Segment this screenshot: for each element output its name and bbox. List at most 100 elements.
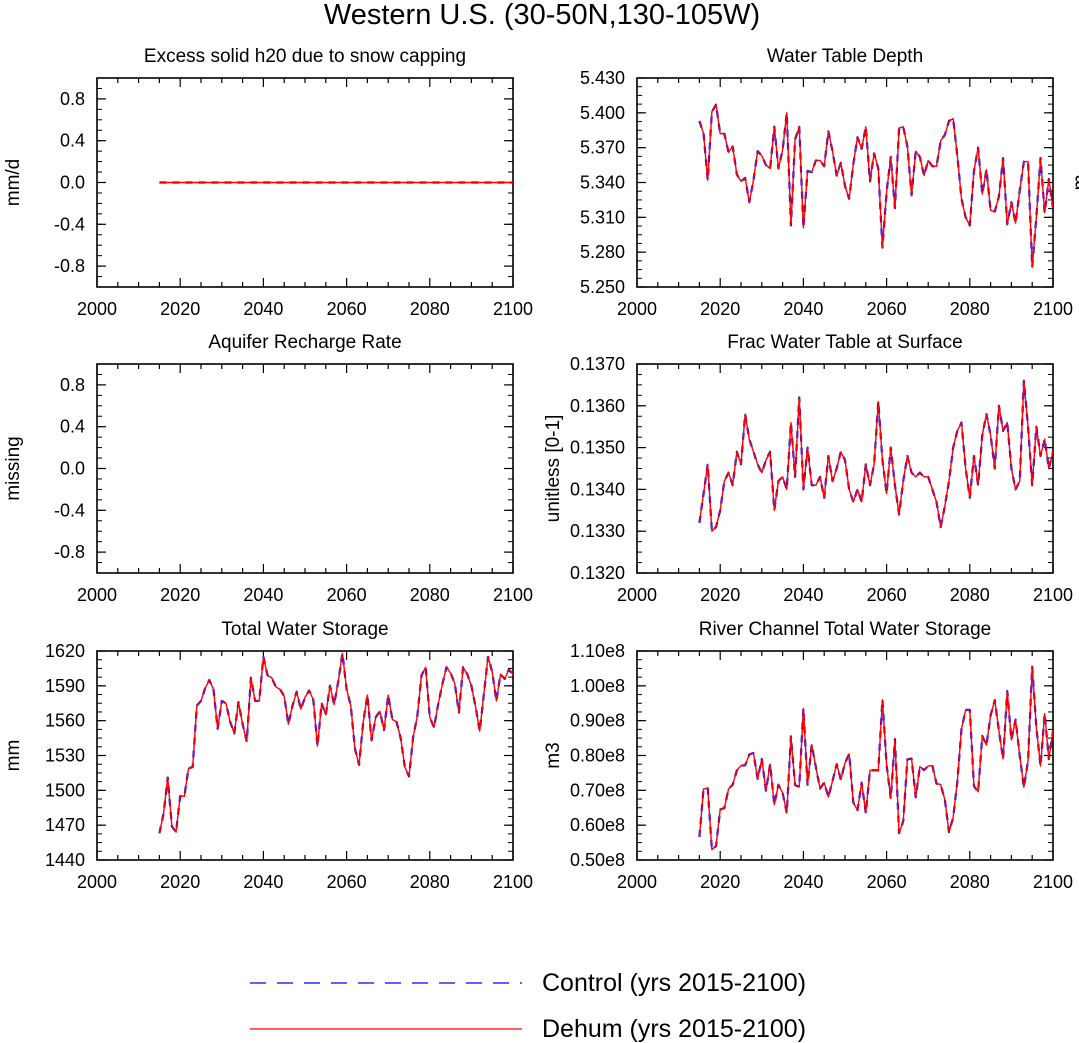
y-tick-label: 0.80e8 [570, 746, 625, 766]
y-tick-label: 0.8 [60, 89, 85, 109]
x-tick-label: 2000 [77, 299, 117, 319]
y-tick-label: 5.370 [580, 138, 625, 158]
y-tick-label: -0.8 [54, 542, 85, 562]
panel-3: Aquifer Recharge Rate 2000 2020 2040 2060 208… [3, 332, 533, 605]
x-tick-label: 2000 [617, 585, 657, 605]
panel-title: Aquifer Recharge Rate [208, 332, 401, 353]
x-tick-label: 2040 [243, 585, 283, 605]
x-tick-label: 2060 [327, 872, 367, 892]
y-tick-label: 1560 [45, 711, 85, 731]
y-tick-label: 1500 [45, 780, 85, 800]
y-tick-label: 0.1350 [570, 438, 625, 458]
x-tick-label: 2080 [950, 585, 990, 605]
y-tick-label: 0.70e8 [570, 780, 625, 800]
y-tick-label: 5.400 [580, 103, 625, 123]
panel-title: River Channel Total Water Storage [699, 619, 992, 640]
panel-5: Total Water Storage 2000 2020 2040 2060 2080 2… [3, 619, 533, 892]
y-tick-label: -0.8 [54, 256, 85, 276]
plot-frame [96, 363, 514, 574]
x-tick-label: 2020 [160, 585, 200, 605]
x-tick-label: 2080 [950, 872, 990, 892]
y-tick-label: 0.60e8 [570, 815, 625, 835]
x-tick-label: 2000 [617, 872, 657, 892]
y-tick-label: 0.4 [60, 417, 85, 437]
x-tick-label: 2000 [617, 299, 657, 319]
y-tick-label: 0.1320 [570, 563, 625, 583]
y-tick-label: 0.90e8 [570, 711, 625, 731]
y-tick-label: 0.50e8 [570, 850, 625, 870]
control-series-line [698, 665, 1053, 851]
y-tick-label: 0.0 [60, 459, 85, 479]
y-axis-label: mm/d [3, 159, 24, 207]
x-tick-label: 2060 [327, 299, 367, 319]
panel-title: Total Water Storage [221, 619, 388, 640]
y-tick-label: 1440 [45, 850, 85, 870]
y-axis-label: m3 [543, 742, 564, 768]
panel-title: Water Table Depth [767, 46, 923, 67]
y-axis-label: mm [3, 740, 24, 772]
x-tick-label: 2100 [1033, 585, 1073, 605]
legend-dehum-label: Dehum (yrs 2015-2100) [542, 1015, 806, 1043]
y-tick-label: 0.4 [60, 131, 85, 151]
x-tick-label: 2080 [950, 299, 990, 319]
panel-4: Frac Water Table at Surface 2000 2020 2040 2… [543, 332, 1073, 605]
x-tick-label: 2100 [493, 585, 533, 605]
panel-title: Excess solid h20 due to snow capping [144, 46, 466, 67]
panel-2: Water Table Depth 2000 2020 2040 2060 2080 210… [580, 46, 1079, 319]
x-tick-label: 2020 [160, 872, 200, 892]
y-axis-label: missing [3, 436, 24, 500]
panel-title: Frac Water Table at Surface [727, 332, 963, 353]
y-tick-label: 5.310 [580, 207, 625, 227]
dehum-series-line [158, 652, 513, 834]
control-series-line [698, 379, 1053, 533]
y-tick-label: 5.430 [580, 68, 625, 88]
x-tick-label: 2100 [493, 872, 533, 892]
y-tick-label: 1.10e8 [570, 641, 625, 661]
x-tick-label: 2000 [77, 872, 117, 892]
y-tick-label: 1590 [45, 676, 85, 696]
x-tick-label: 2100 [1033, 299, 1073, 319]
plot-frame [636, 363, 1054, 574]
figure-title: Western U.S. (30-50N,130-105W) [324, 0, 760, 31]
y-tick-label: -0.4 [54, 500, 85, 520]
y-tick-label: 5.280 [580, 242, 625, 262]
y-axis-label: unitless [0-1] [543, 415, 564, 523]
x-tick-label: 2060 [867, 872, 907, 892]
x-tick-label: 2060 [867, 299, 907, 319]
dehum-series-line [698, 380, 1053, 532]
x-tick-label: 2020 [700, 872, 740, 892]
y-tick-label: 0.8 [60, 375, 85, 395]
y-tick-label: 1.00e8 [570, 676, 625, 696]
y-tick-label: 0.1330 [570, 521, 625, 541]
x-tick-label: 2020 [700, 299, 740, 319]
x-tick-label: 2040 [243, 299, 283, 319]
x-tick-label: 2100 [1033, 872, 1073, 892]
x-tick-label: 2060 [327, 585, 367, 605]
x-tick-label: 2020 [700, 585, 740, 605]
y-tick-label: 1620 [45, 641, 85, 661]
x-tick-label: 2040 [783, 872, 823, 892]
y-tick-label: 5.340 [580, 173, 625, 193]
plot-frame [636, 650, 1054, 861]
y-tick-label: 0.1360 [570, 396, 625, 416]
x-tick-label: 2040 [783, 585, 823, 605]
panel-1: Excess solid h20 due to snow capping 2000… [3, 46, 533, 319]
x-tick-label: 2080 [410, 872, 450, 892]
legend: Control (yrs 2015-2100) Dehum (yrs 2015-… [250, 969, 806, 1043]
x-tick-label: 2080 [410, 299, 450, 319]
panel-grid: Excess solid h20 due to snow capping 2000… [3, 46, 1079, 892]
x-tick-label: 2060 [867, 585, 907, 605]
right-axis-label: m [1070, 175, 1079, 191]
x-tick-label: 2040 [783, 299, 823, 319]
y-tick-label: 0.0 [60, 173, 85, 193]
y-tick-label: 1530 [45, 746, 85, 766]
control-series-line [158, 652, 513, 834]
x-tick-label: 2000 [77, 585, 117, 605]
y-tick-label: 5.250 [580, 277, 625, 297]
panel-6: River Channel Total Water Storage 2000 202… [543, 619, 1073, 892]
y-tick-label: 0.1340 [570, 479, 625, 499]
dehum-series-line [698, 104, 1053, 268]
dehum-series-line [698, 665, 1053, 851]
legend-control-label: Control (yrs 2015-2100) [542, 969, 806, 997]
